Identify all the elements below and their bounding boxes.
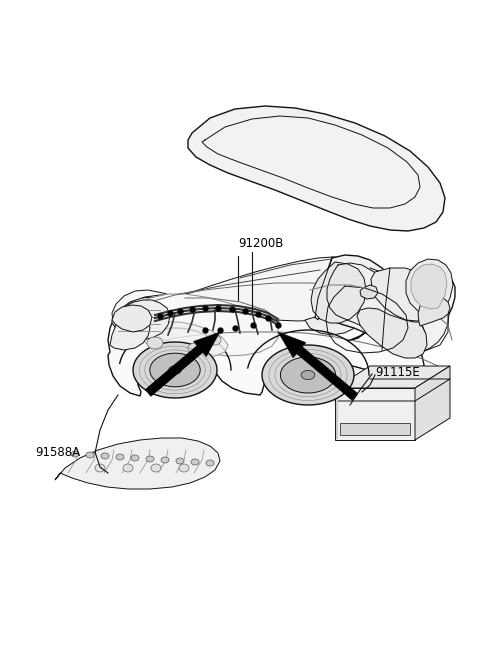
Polygon shape — [418, 297, 450, 326]
Polygon shape — [335, 366, 450, 388]
Polygon shape — [360, 285, 378, 299]
Polygon shape — [357, 308, 427, 358]
Polygon shape — [133, 342, 217, 398]
Polygon shape — [55, 438, 220, 489]
Polygon shape — [206, 460, 214, 466]
Polygon shape — [116, 454, 124, 460]
Polygon shape — [406, 259, 453, 315]
Polygon shape — [147, 337, 163, 349]
Polygon shape — [191, 459, 199, 465]
Polygon shape — [262, 345, 354, 405]
Polygon shape — [188, 343, 202, 353]
Polygon shape — [278, 332, 306, 358]
Polygon shape — [305, 257, 372, 335]
Polygon shape — [145, 346, 203, 396]
Polygon shape — [371, 268, 437, 321]
Text: 91200B: 91200B — [238, 237, 283, 250]
Text: 91115E: 91115E — [375, 367, 420, 379]
Polygon shape — [112, 300, 170, 340]
Text: 91588A: 91588A — [35, 445, 80, 458]
Polygon shape — [110, 314, 150, 350]
Polygon shape — [122, 294, 278, 356]
Polygon shape — [146, 456, 154, 462]
Polygon shape — [101, 453, 109, 459]
Polygon shape — [151, 464, 161, 472]
Polygon shape — [71, 451, 79, 457]
Polygon shape — [161, 457, 169, 463]
Polygon shape — [301, 371, 315, 379]
Polygon shape — [319, 255, 426, 354]
Polygon shape — [112, 257, 367, 332]
Polygon shape — [136, 322, 228, 358]
Polygon shape — [209, 335, 221, 345]
Polygon shape — [297, 346, 358, 400]
Polygon shape — [150, 353, 200, 387]
Polygon shape — [179, 464, 189, 472]
Polygon shape — [123, 464, 133, 472]
Polygon shape — [108, 262, 455, 396]
Polygon shape — [340, 423, 410, 435]
Polygon shape — [193, 332, 220, 357]
Polygon shape — [131, 455, 139, 461]
Polygon shape — [280, 357, 336, 393]
Polygon shape — [86, 452, 94, 458]
Polygon shape — [335, 388, 415, 440]
Polygon shape — [112, 305, 152, 332]
Polygon shape — [168, 365, 181, 374]
Polygon shape — [411, 264, 447, 309]
Polygon shape — [95, 464, 105, 472]
Polygon shape — [311, 262, 366, 323]
Polygon shape — [188, 106, 445, 231]
Polygon shape — [415, 366, 450, 440]
Polygon shape — [403, 279, 449, 354]
Polygon shape — [176, 458, 184, 464]
